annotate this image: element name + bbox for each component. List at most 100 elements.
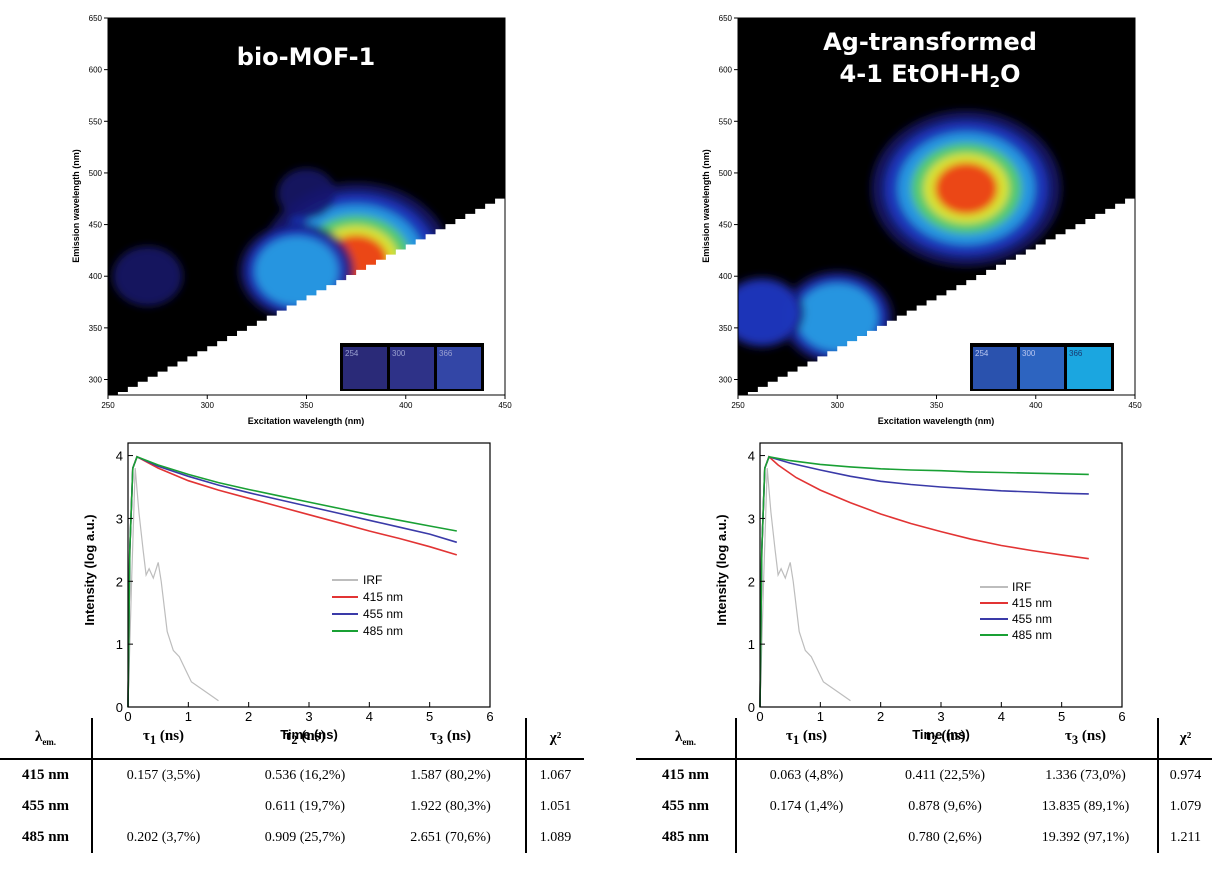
y-tick-label: 0 (116, 700, 123, 715)
x-tick-label: 4 (366, 709, 373, 724)
inset-label: 366 (439, 349, 453, 358)
table-cell: 2.651 (70,6%) (376, 822, 527, 853)
legend: IRF 415 nm 455 nm 485 nm (980, 580, 1052, 642)
y-tick-label: 300 (89, 376, 103, 385)
y-tick-label: 3 (116, 511, 123, 526)
header-lambda: λem. (636, 718, 737, 760)
y-tick-label: 1 (748, 637, 755, 652)
header-lambda-sub: em. (42, 737, 57, 747)
x-tick-label: 250 (101, 401, 115, 410)
x-tick-label: 4 (998, 709, 1005, 724)
header-lambda: λem. (0, 718, 93, 760)
contour-level (796, 283, 878, 352)
table-cell (92, 791, 234, 822)
axis-title-y: Emission wavelength (nm) (701, 149, 711, 263)
inset-label: 254 (975, 349, 989, 358)
x-tick-label: 3 (305, 709, 312, 724)
legend: IRF 415 nm 455 nm 485 nm (332, 573, 403, 638)
contour-level (934, 162, 998, 215)
inset-swatch-366 (437, 347, 481, 389)
table-cell: 0.063 (4,8%) (769, 767, 844, 783)
table-cell: 0.157 (3,5%) (126, 767, 201, 783)
table-cell: 455 nm (636, 791, 737, 822)
y-tick-label: 350 (89, 324, 103, 333)
chart-title-line-1: Ag-transformed (823, 28, 1037, 56)
inset-swatch-254 (973, 347, 1017, 389)
table-cell: 415 nm (0, 759, 93, 791)
header-sub: 3 (436, 733, 444, 747)
table-cell: 0.411 (22,5%) (905, 767, 985, 783)
x-tick-label: 400 (399, 401, 413, 410)
table-cell: 1.089 (539, 829, 572, 845)
table-cell: 0.909 (25,7%) (264, 829, 346, 845)
legend-label-415: 415 nm (1012, 596, 1052, 610)
y-tick-label: 600 (89, 66, 103, 75)
header-chi2: χ² (1158, 718, 1212, 760)
y-tick-label: 500 (719, 169, 733, 178)
table-row: 455 nm 0.611 (19,7%) 1.922 (80,3%) 1.051 (0, 791, 584, 822)
y-tick-label: 2 (748, 574, 755, 589)
inset-swatch-300 (390, 347, 434, 389)
x-tick-label: 350 (300, 401, 314, 410)
table-row: 485 nm 0.202 (3,7%) 0.909 (25,7%) 2.651 … (0, 822, 584, 853)
decay-curve-485-nm (127, 455, 457, 708)
table-cell: 1.051 (539, 798, 572, 814)
contour-level (255, 236, 338, 306)
x-tick-label: 3 (937, 709, 944, 724)
y-tick-label: 650 (89, 14, 103, 23)
header-sub: 2 (291, 733, 298, 747)
table-cell: 455 nm (0, 791, 93, 822)
plot-frame (759, 442, 1123, 708)
table-cell: 0.174 (1,4%) (769, 798, 844, 814)
decay-curve-485-nm (759, 455, 1089, 708)
legend-label-485: 485 nm (363, 624, 403, 638)
header-sub: 3 (1071, 733, 1079, 747)
x-tick-label: 450 (1128, 401, 1142, 410)
table-cell: 415 nm (636, 759, 737, 791)
table-cell (736, 822, 876, 853)
y-tick-label: 450 (89, 221, 103, 230)
y-tick-label: 600 (719, 66, 733, 75)
y-tick-label: 450 (719, 221, 733, 230)
header-tau3: τ3 (ns) (376, 718, 527, 760)
y-tick-label: 0 (748, 700, 755, 715)
table-cell: 1.079 (1169, 798, 1202, 814)
y-tick-label: 2 (116, 574, 123, 589)
inset-label: 300 (392, 349, 406, 358)
photo-inset: 254 300 366 (340, 343, 484, 391)
header-lambda-sub: em. (682, 737, 697, 747)
x-tick-label: 300 (201, 401, 215, 410)
y-tick-label: 500 (89, 169, 103, 178)
plot-frame (127, 442, 491, 708)
y-tick-label: 4 (116, 449, 123, 464)
legend-label-455: 455 nm (1012, 612, 1052, 626)
table-cell: 1.587 (80,2%) (376, 759, 527, 791)
legend-label-415: 415 nm (363, 590, 403, 604)
decay-curve-455-nm (127, 455, 458, 708)
inset-label: 300 (1022, 349, 1036, 358)
title-formula-main: 4-1 EtOH-H (840, 60, 990, 88)
legend-label-irf: IRF (1012, 580, 1031, 594)
y-tick-label: 400 (89, 272, 103, 281)
table-cell: 0.611 (19,7%) (265, 798, 345, 814)
table-cell: 0.536 (16,2%) (264, 767, 346, 783)
title-formula-subscript: 2 (990, 73, 1000, 91)
table-cell: 19.392 (97,1%) (1014, 822, 1159, 853)
header-tau2: τ2 (ns) (234, 718, 376, 760)
header-sub: 1 (149, 733, 157, 747)
x-tick-label: 5 (1058, 709, 1065, 724)
inset-swatch-366 (1067, 347, 1111, 389)
x-tick-label: 0 (756, 709, 763, 724)
x-tick-label: 400 (1029, 401, 1043, 410)
table-cell: 0.878 (9,6%) (908, 798, 982, 814)
contour-chart-bio-mof-1: 250 300 350 400 450300350400450500550600650 … (71, 14, 512, 426)
table-cell: 0.202 (3,7%) (126, 829, 201, 845)
table-cell: 1.336 (73,0%) (1014, 759, 1159, 791)
contour-chart-ag-transformed: 250 300 350 400 450300350400450500550600650 … (701, 14, 1142, 426)
y-tick-label: 400 (719, 272, 733, 281)
inset-label: 366 (1069, 349, 1083, 358)
table-row: 415 nm 0.063 (4,8%) 0.411 (22,5%) 1.336 … (636, 759, 1212, 791)
y-tick-label: 1 (116, 637, 123, 652)
